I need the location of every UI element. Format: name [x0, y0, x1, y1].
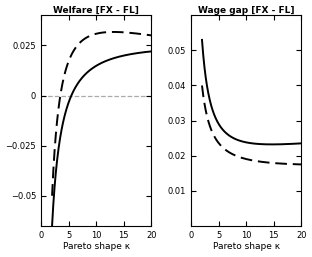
Title: Wage gap [FX - FL]: Wage gap [FX - FL] — [198, 6, 294, 15]
X-axis label: Pareto shape κ: Pareto shape κ — [63, 242, 130, 251]
Title: Welfare [FX - FL]: Welfare [FX - FL] — [53, 6, 139, 15]
X-axis label: Pareto shape κ: Pareto shape κ — [212, 242, 280, 251]
